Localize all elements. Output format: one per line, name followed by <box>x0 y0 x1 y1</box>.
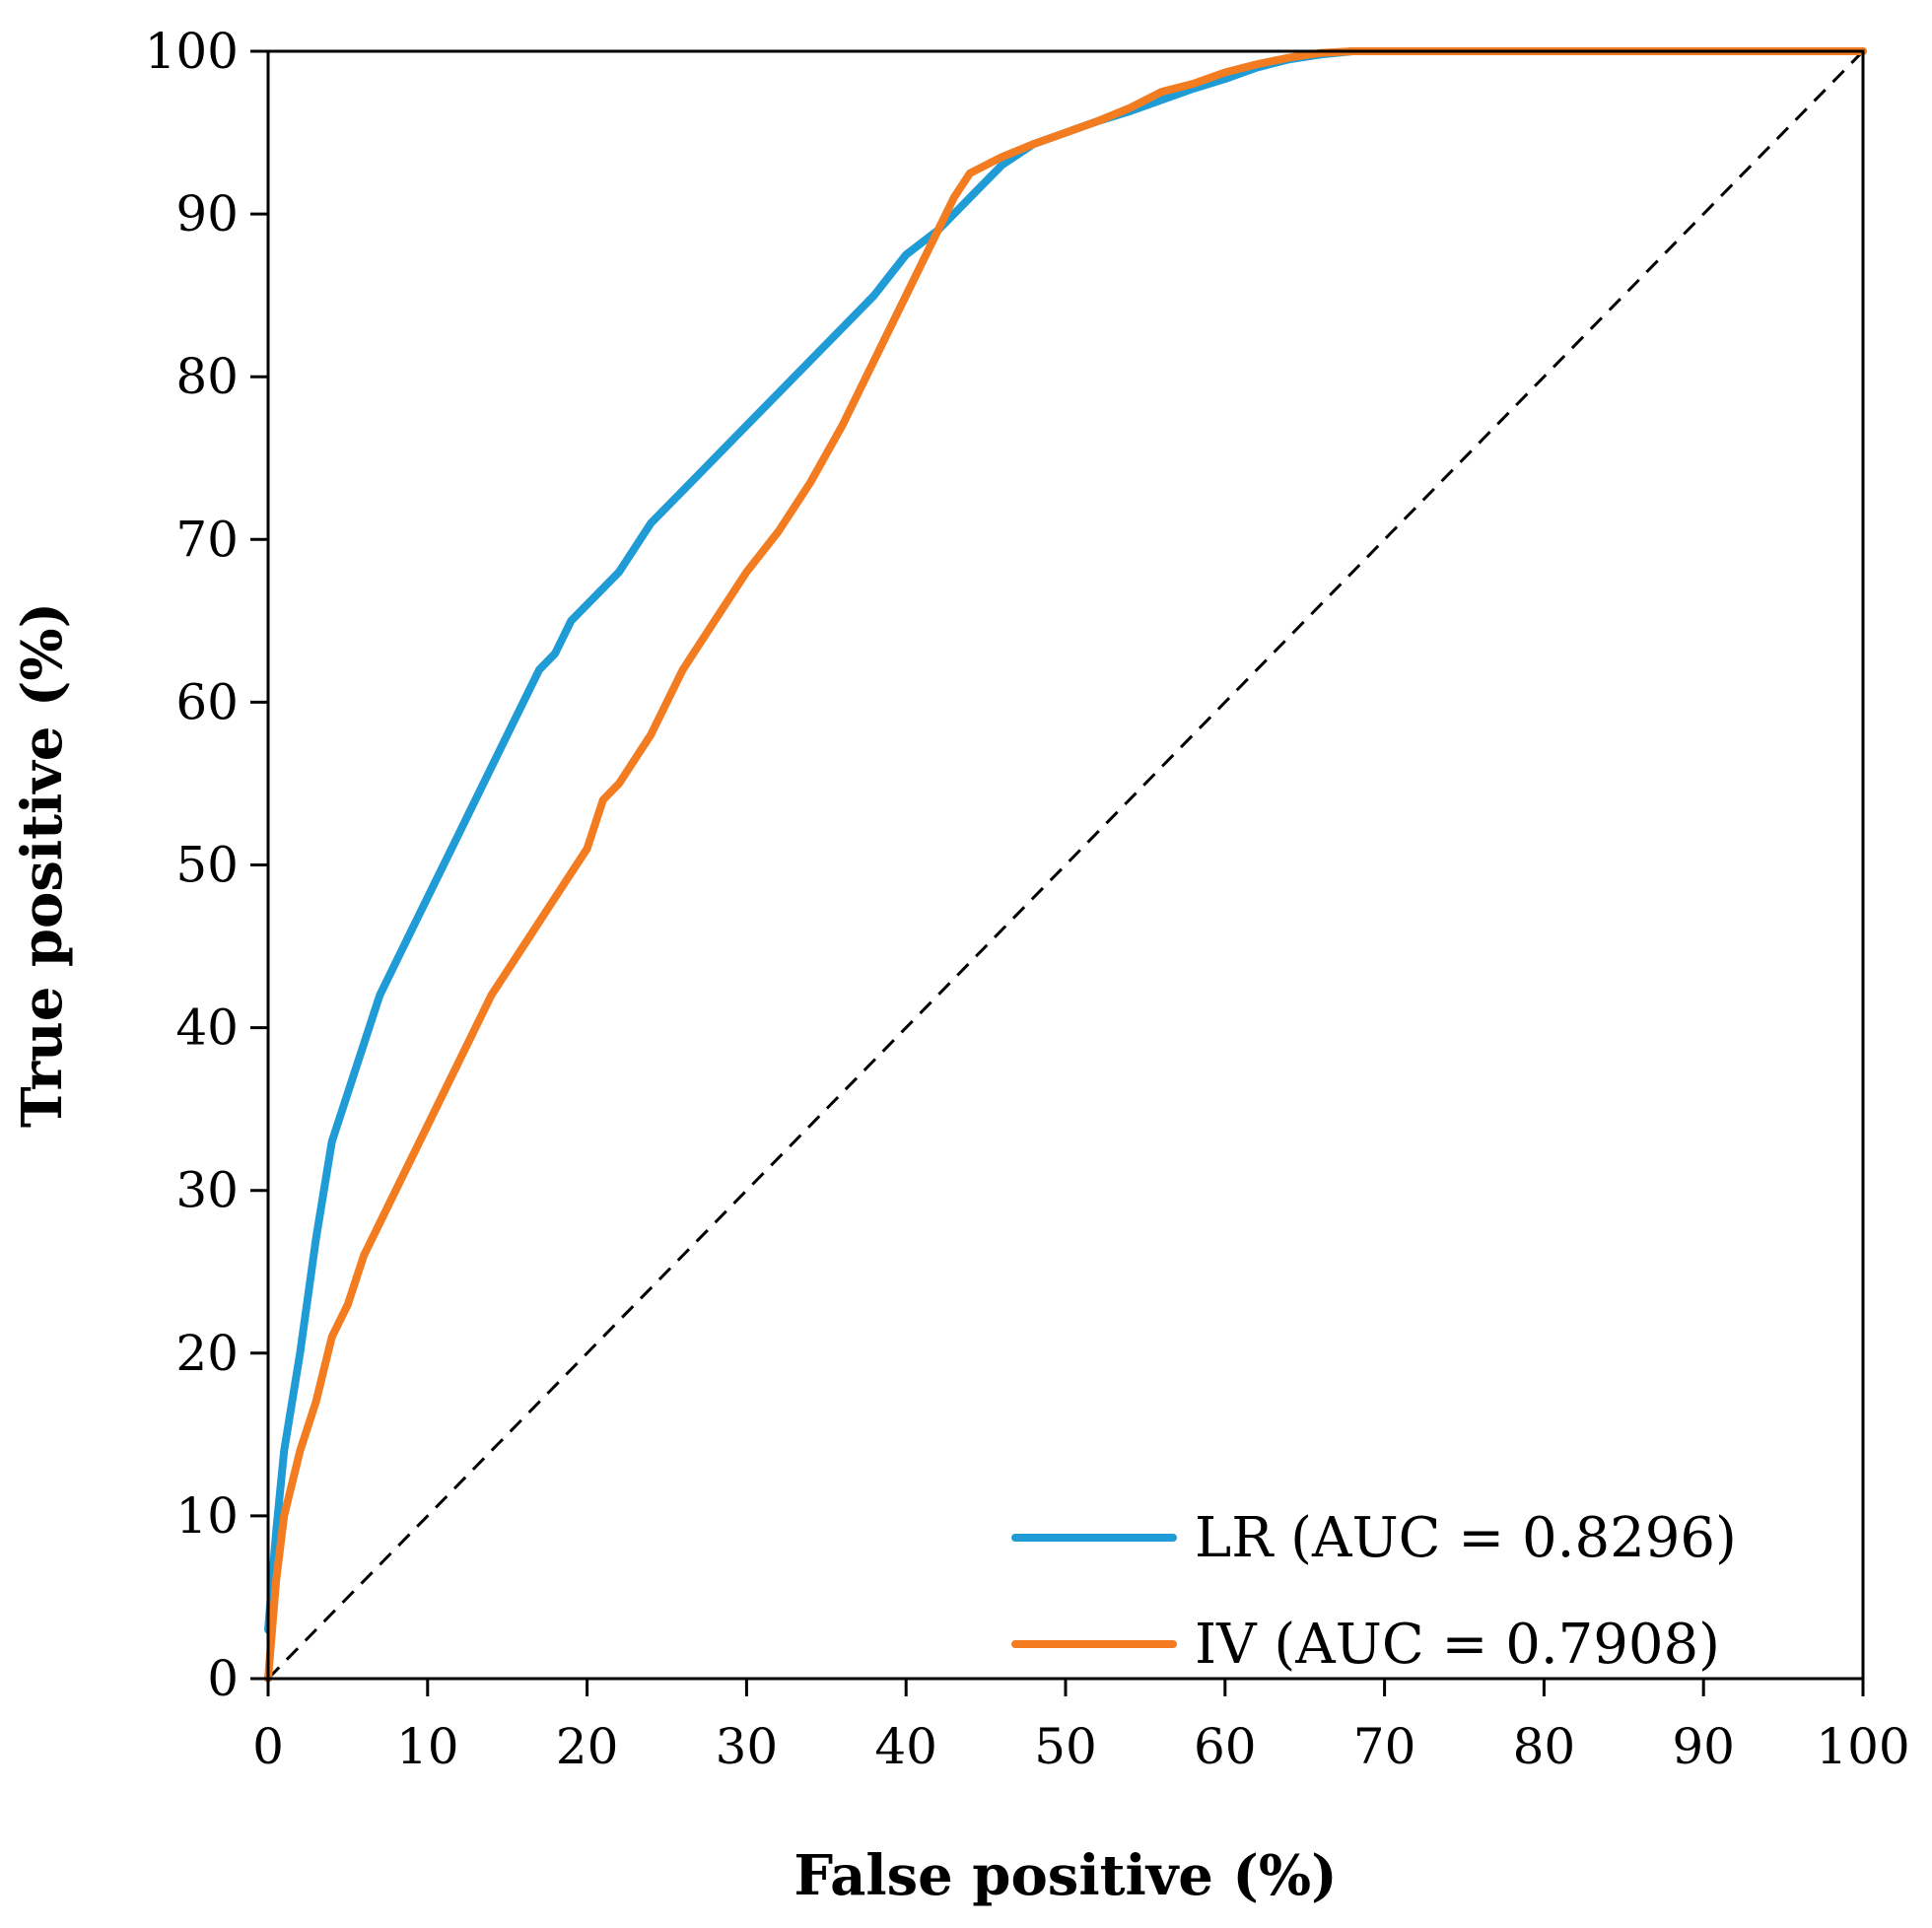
y-tick-label: 80 <box>175 348 239 405</box>
x-tick-label: 100 <box>1816 1718 1909 1775</box>
y-axis-title: True positive (%) <box>10 602 75 1128</box>
x-tick-label: 0 <box>252 1718 284 1775</box>
series-line-0 <box>264 47 1867 1634</box>
x-tick-label: 60 <box>1194 1718 1257 1775</box>
series-layer <box>264 47 1867 1683</box>
x-tick-label: 70 <box>1353 1718 1416 1775</box>
x-tick-label: 90 <box>1672 1718 1735 1775</box>
y-tick-label: 100 <box>145 23 239 80</box>
legend: LR (AUC = 0.8296) IV (AUC = 0.7908) <box>1011 1506 1737 1677</box>
series-line-1 <box>264 47 1867 1683</box>
legend-label-1: IV (AUC = 0.7908) <box>1195 1613 1720 1677</box>
y-tick-label: 10 <box>175 1487 239 1545</box>
y-tick-label: 70 <box>175 511 239 568</box>
y-tick-label: 0 <box>207 1650 239 1707</box>
legend-label-0: LR (AUC = 0.8296) <box>1195 1506 1737 1570</box>
y-tick-label: 90 <box>175 185 239 242</box>
y-tick-label: 20 <box>175 1325 239 1382</box>
y-tick-label: 60 <box>175 673 239 730</box>
diagonal-reference-line <box>266 49 1865 1681</box>
y-tick-label: 50 <box>175 837 239 894</box>
tick-layer <box>250 49 1865 1696</box>
x-axis-title: False positive (%) <box>794 1843 1337 1908</box>
x-tick-label: 40 <box>874 1718 937 1775</box>
y-tick-label: 40 <box>175 999 239 1057</box>
tick-label-layer: 0 10 20 30 40 50 60 70 80 90 100 0 10 20 30 40 50 60 70 80 9… <box>145 23 1910 1775</box>
x-tick-label: 10 <box>396 1718 459 1775</box>
reference-layer <box>266 49 1865 1681</box>
y-tick-label: 30 <box>175 1162 239 1219</box>
plot-frame <box>266 49 1865 1681</box>
x-tick-label: 30 <box>716 1718 779 1775</box>
x-tick-label: 20 <box>556 1718 619 1775</box>
x-tick-label: 50 <box>1034 1718 1097 1775</box>
x-tick-label: 80 <box>1513 1718 1576 1775</box>
